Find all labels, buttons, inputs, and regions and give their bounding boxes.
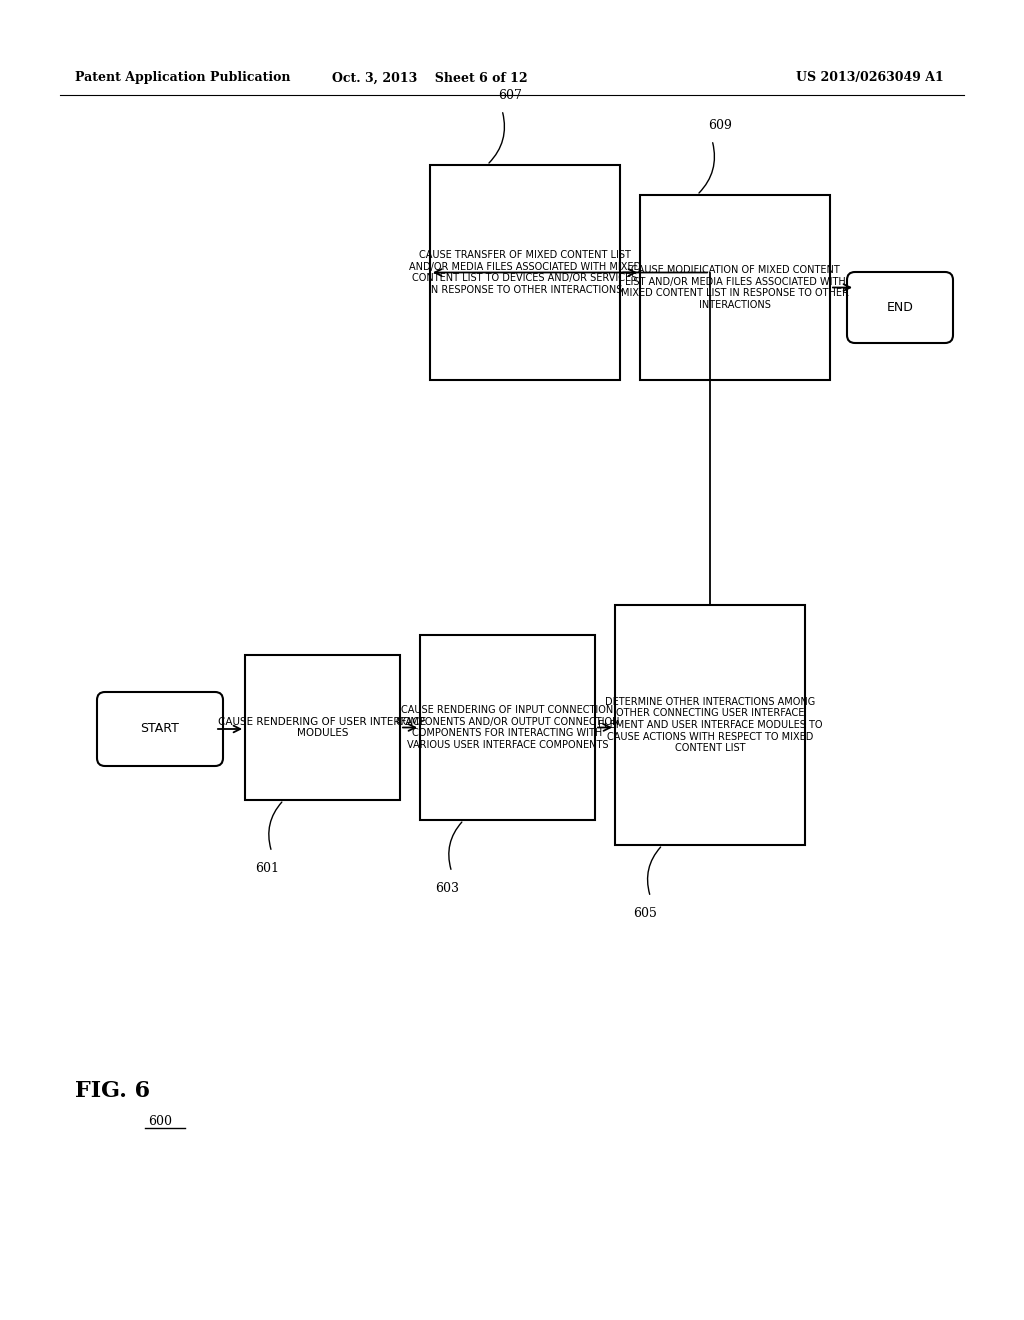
Bar [245,655,400,800]
Bar [640,195,830,380]
Text: 601: 601 [255,862,279,875]
Text: DETERMINE OTHER INTERACTIONS AMONG
OTHER CONNECTING USER INTERFACE
ELEMENT AND U: DETERMINE OTHER INTERACTIONS AMONG OTHER… [598,697,822,754]
Bar [430,165,620,380]
Text: Patent Application Publication: Patent Application Publication [75,71,291,84]
Text: Oct. 3, 2013    Sheet 6 of 12: Oct. 3, 2013 Sheet 6 of 12 [332,71,527,84]
Text: CAUSE MODIFICATION OF MIXED CONTENT
LIST AND/OR MEDIA FILES ASSOCIATED WITH
MIXE: CAUSE MODIFICATION OF MIXED CONTENT LIST… [622,265,849,310]
Text: CAUSE RENDERING OF USER INTERFACE
MODULES: CAUSE RENDERING OF USER INTERFACE MODULE… [218,717,427,738]
Text: 603: 603 [435,882,459,895]
Text: 605: 605 [634,907,657,920]
Text: CAUSE TRANSFER OF MIXED CONTENT LIST
AND/OR MEDIA FILES ASSOCIATED WITH MIXED
CO: CAUSE TRANSFER OF MIXED CONTENT LIST AND… [409,249,641,294]
Text: 600: 600 [148,1115,172,1129]
Text: 609: 609 [708,119,732,132]
Bar [615,605,805,845]
FancyBboxPatch shape [847,272,953,343]
Text: START: START [140,722,179,735]
Text: FIG. 6: FIG. 6 [75,1080,151,1102]
Text: CAUSE RENDERING OF INPUT CONNECTION
COMPONENTS AND/OR OUTPUT CONNECTION
COMPONEN: CAUSE RENDERING OF INPUT CONNECTION COMP… [395,705,620,750]
Text: 607: 607 [498,88,522,102]
Text: END: END [887,301,913,314]
Text: US 2013/0263049 A1: US 2013/0263049 A1 [796,71,944,84]
Bar [420,635,595,820]
FancyBboxPatch shape [97,692,223,766]
